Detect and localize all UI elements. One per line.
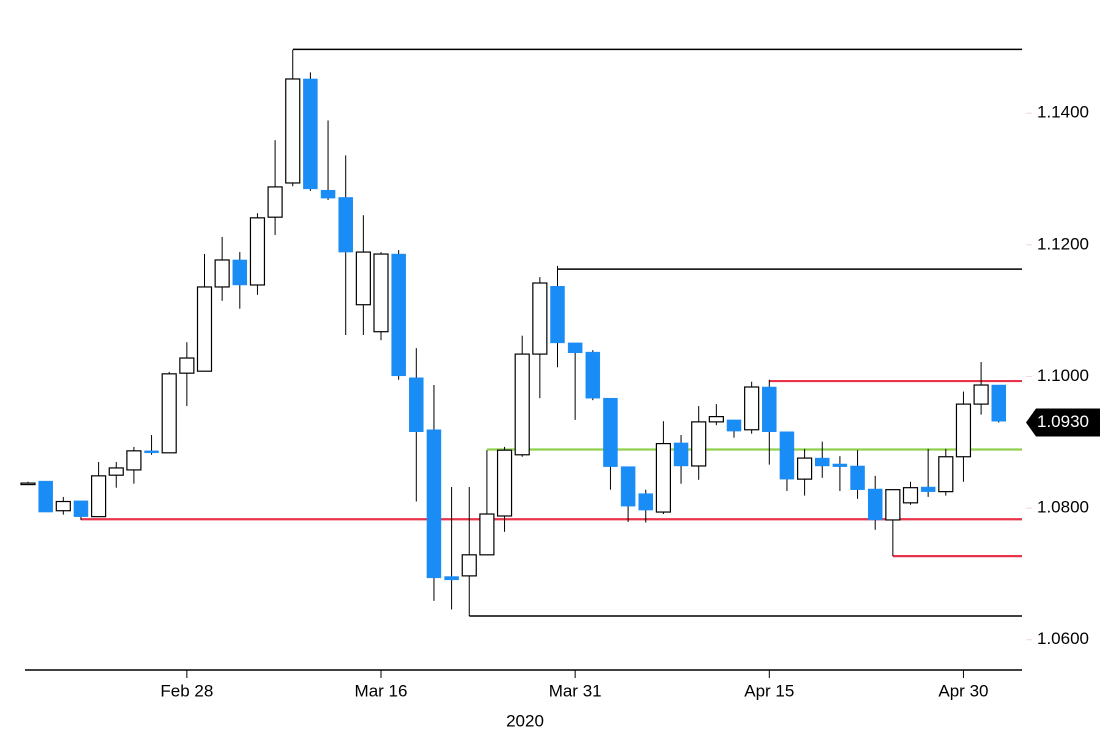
y-tick-label: 1.0800	[1037, 498, 1089, 517]
candle-body	[585, 351, 601, 399]
y-tick-label: 1.1000	[1037, 366, 1089, 385]
x-tick-label: Apr 30	[938, 681, 988, 700]
candle-body	[444, 576, 459, 581]
candle-body	[338, 197, 353, 253]
candle-body	[391, 253, 406, 377]
candle-body	[779, 431, 795, 480]
candle-body	[655, 442, 672, 513]
x-tick-label: Feb 28	[160, 681, 213, 700]
candle-body	[850, 465, 865, 490]
candle-body	[532, 282, 548, 355]
candle-body	[938, 456, 954, 493]
candle-body	[426, 429, 442, 579]
candle-body	[603, 397, 618, 467]
candle-body	[20, 482, 36, 486]
candle-body	[73, 500, 89, 517]
candle-body	[303, 78, 318, 190]
candle-body	[867, 488, 883, 521]
candle-body	[550, 286, 565, 344]
candle-body	[461, 554, 477, 577]
candle-body	[991, 384, 1006, 422]
candle-body	[973, 384, 989, 405]
candle-body	[55, 500, 71, 512]
last-price-label: 1.0930	[1037, 412, 1089, 431]
candle-body	[108, 467, 124, 476]
candle-body	[232, 259, 248, 286]
candle-body	[38, 480, 53, 513]
candle-body	[815, 457, 830, 467]
candle-body	[285, 78, 301, 184]
candle-body	[179, 357, 195, 374]
x-tick-label: Apr 15	[744, 681, 794, 700]
candle-body	[955, 403, 972, 458]
candle-body	[126, 450, 142, 471]
candle-body	[920, 486, 936, 492]
candle-body	[762, 386, 777, 432]
candle-body	[620, 466, 636, 507]
candle-body	[90, 475, 107, 518]
candle-body	[567, 342, 583, 354]
candle-body	[267, 186, 283, 218]
candle-body	[708, 416, 724, 423]
candle-body	[144, 450, 159, 454]
candle-body	[161, 373, 177, 454]
candle-body	[514, 353, 530, 456]
candle-body	[726, 419, 742, 432]
y-tick-label: 1.1200	[1037, 234, 1089, 253]
candle-body	[196, 286, 213, 372]
x-tick-label: Mar 31	[549, 681, 602, 700]
candle-body	[638, 493, 653, 511]
candle-body	[691, 421, 707, 467]
last-price-tag	[1026, 408, 1100, 437]
candle-body	[796, 457, 813, 480]
candle-body	[320, 189, 336, 199]
y-tick-label: 1.0600	[1037, 629, 1089, 648]
candle-body	[214, 259, 230, 288]
candle-body	[673, 442, 689, 467]
candle-body	[744, 386, 760, 431]
candle-body	[249, 217, 266, 286]
x-tick-label: Mar 16	[355, 681, 408, 700]
candle-body	[885, 489, 901, 521]
x-axis-label: 2020	[506, 711, 544, 730]
candle-body	[409, 377, 424, 432]
candle-body	[902, 487, 919, 504]
candle-body	[355, 251, 371, 306]
candle-body	[832, 463, 848, 467]
candle-body	[373, 253, 389, 333]
y-tick-label: 1.1400	[1037, 103, 1089, 122]
candle-body	[479, 513, 495, 556]
candle-body	[496, 449, 513, 517]
